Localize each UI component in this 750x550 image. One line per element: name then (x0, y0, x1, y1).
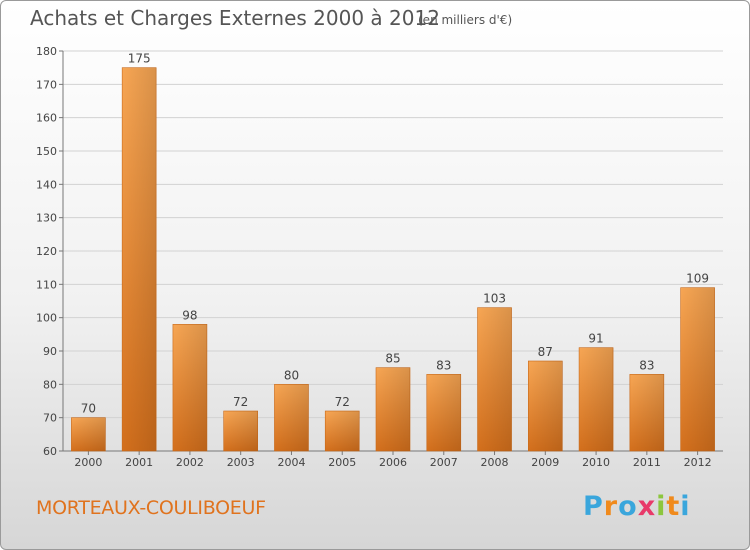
bars (71, 67, 715, 452)
bar-shade (325, 411, 360, 451)
y-tick-label: 180 (36, 45, 57, 58)
bar-shade (629, 374, 664, 451)
x-tick-label: 2005 (328, 456, 356, 469)
bar-shade (426, 374, 461, 451)
bar-shade (579, 347, 614, 451)
logo-letter: r (603, 491, 619, 522)
x-tick-label: 2010 (582, 456, 610, 469)
x-tick-label: 2002 (176, 456, 204, 469)
x-tick-label: 2007 (430, 456, 458, 469)
y-tick-label: 90 (43, 345, 57, 358)
bar-shade (376, 367, 410, 451)
value-label: 72 (335, 395, 350, 409)
x-tick-label: 2011 (633, 456, 661, 469)
x-tick-label: 2004 (277, 456, 305, 469)
value-labels: 70 175 98 72 80 72 85 83 103 87 91 83 109 (81, 52, 709, 416)
x-tick-label: 2001 (125, 456, 153, 469)
x-tick-label: 2008 (481, 456, 509, 469)
value-label: 109 (686, 272, 709, 286)
proxiti-logo[interactable]: Proxiti (583, 491, 691, 522)
bar-shade (223, 411, 258, 451)
value-label: 91 (588, 332, 603, 346)
y-tick-label: 150 (36, 145, 57, 158)
x-tick-label: 2009 (531, 456, 559, 469)
y-tick-label: 80 (43, 378, 57, 391)
bar-shade (680, 287, 715, 451)
y-tick-label: 100 (36, 312, 57, 325)
logo-letter: P (583, 491, 604, 522)
value-label: 80 (284, 368, 299, 382)
y-tick-label: 160 (36, 112, 57, 125)
y-tick-label: 170 (36, 78, 57, 91)
y-tick-label: 130 (36, 212, 57, 225)
logo-letter: o (618, 491, 638, 522)
y-tick-label: 70 (43, 412, 57, 425)
chart-title: Achats et Charges Externes 2000 à 2012 (30, 6, 440, 30)
value-label: 103 (483, 292, 506, 306)
y-tick-label: 140 (36, 178, 57, 191)
bar-shade (122, 67, 157, 452)
bar-shade (172, 324, 207, 451)
value-label: 70 (81, 402, 96, 416)
chart-subtitle: (en milliers d'€) (418, 13, 513, 27)
value-label: 98 (182, 308, 197, 322)
value-label: 72 (233, 395, 248, 409)
value-label: 83 (639, 358, 654, 372)
logo-letter: t (666, 491, 681, 522)
y-tick-label: 110 (36, 278, 57, 291)
logo-letter: i (680, 491, 691, 522)
logo-letter: i (656, 491, 667, 522)
bar-shade (274, 384, 309, 451)
value-label: 83 (436, 358, 451, 372)
bar-shade (71, 417, 106, 451)
y-tick-label: 60 (43, 445, 57, 458)
x-tick-label: 2012 (684, 456, 712, 469)
x-tick-label: 2006 (379, 456, 407, 469)
x-tick-label: 2003 (227, 456, 255, 469)
logo-letter: x (637, 491, 657, 522)
bar-shade (528, 361, 563, 451)
axes: 60 70 80 90 100 110 120 130 140 150 160 170 180 2000 2… (36, 45, 723, 469)
value-label: 87 (538, 345, 553, 359)
commune-name: MORTEAUX-COULIBOEUF (36, 497, 266, 519)
value-label: 85 (385, 352, 400, 366)
value-label: 175 (128, 52, 151, 66)
bar-shade (477, 307, 512, 451)
x-tick-label: 2000 (74, 456, 102, 469)
y-tick-label: 120 (36, 245, 57, 258)
